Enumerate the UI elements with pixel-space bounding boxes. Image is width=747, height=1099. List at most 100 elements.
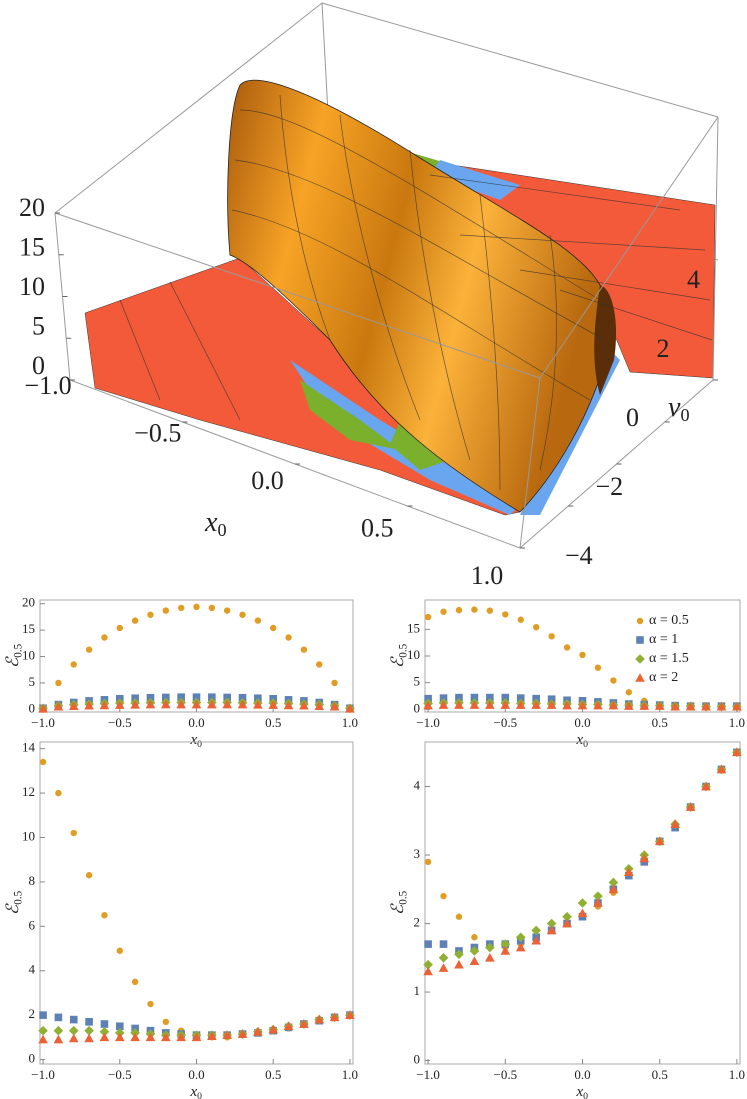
data-point	[716, 701, 727, 711]
data-point	[716, 764, 727, 774]
y-axis-label-main: ℰ	[388, 903, 407, 915]
data-point	[608, 877, 619, 888]
tick-label: −0.5	[134, 418, 181, 447]
data-point	[454, 959, 464, 969]
data-point	[147, 1000, 154, 1008]
legend-label: α = 2	[649, 670, 678, 685]
data-point	[593, 891, 603, 901]
data-point	[500, 939, 511, 949]
data-point	[70, 829, 77, 837]
data-point	[131, 978, 139, 986]
y-axis-label-sub: 0.5	[397, 890, 409, 904]
x-tick-label: 0.0	[574, 1067, 590, 1082]
data-point	[162, 693, 170, 702]
data-point	[471, 934, 478, 941]
data-point	[191, 699, 202, 709]
data-point	[85, 1018, 93, 1026]
data-point	[439, 940, 448, 948]
x-tick-label: −1.0	[31, 1067, 55, 1082]
x-tick-label: 0.5	[265, 715, 281, 730]
tick-label: 0	[626, 403, 639, 432]
data-point	[253, 1027, 263, 1036]
data-point	[610, 677, 617, 684]
legend-label: α = 1	[649, 632, 678, 647]
data-point	[237, 699, 248, 709]
axis-label-sub: 0	[680, 405, 689, 425]
x-axis-label-main: x	[190, 732, 198, 748]
surface-mesh	[119, 174, 713, 421]
x-axis-label-main: x	[576, 1084, 584, 1099]
tick-label: 5	[32, 311, 45, 340]
data-point	[469, 956, 480, 966]
y-axis-label-sub: 0.5	[397, 643, 409, 657]
box-edge	[539, 116, 719, 379]
data-point	[532, 624, 540, 631]
legend-marker	[636, 617, 644, 625]
data-point	[207, 699, 217, 709]
y-tick-label: 3	[414, 846, 421, 861]
x-tick-label: 1.0	[342, 1067, 358, 1082]
data-point	[515, 700, 526, 709]
y-tick-label: 14	[22, 740, 36, 755]
data-point	[285, 634, 292, 641]
data-point	[283, 1021, 294, 1031]
box-edge	[54, 2, 323, 214]
data-point	[701, 781, 711, 791]
axis-label-main: x	[204, 507, 218, 538]
data-point	[70, 661, 77, 668]
x-tick-label: −1.0	[416, 1067, 440, 1082]
y-axis-label-main: ℰ	[3, 903, 22, 915]
y-tick-label: 20	[22, 595, 35, 610]
data-point	[624, 867, 634, 876]
data-point	[624, 701, 634, 710]
data-point	[345, 1010, 355, 1019]
data-point	[531, 925, 541, 936]
data-point	[68, 1033, 79, 1043]
data-point	[208, 693, 216, 702]
data-point	[130, 700, 140, 709]
data-point	[192, 693, 201, 702]
x-tick-label: −0.5	[493, 715, 517, 730]
data-point	[114, 700, 125, 709]
surface-ridge-side	[594, 285, 617, 395]
tick-label: 4	[687, 265, 700, 294]
data-point	[424, 858, 432, 866]
data-point	[116, 947, 123, 954]
data-point	[314, 701, 325, 710]
tick-label: 10	[19, 272, 45, 301]
data-point	[424, 613, 432, 621]
data-point	[55, 679, 62, 687]
data-point	[562, 918, 572, 928]
data-point	[455, 913, 463, 920]
data-point	[38, 1025, 48, 1036]
data-point	[270, 624, 277, 632]
y-tick-label: 1	[414, 983, 421, 998]
data-point	[455, 693, 463, 702]
data-point	[268, 700, 279, 709]
surface-mesh	[234, 159, 606, 341]
x-tick-label: −0.5	[108, 715, 132, 730]
y-tick-label: 15	[22, 621, 35, 636]
data-point	[54, 1013, 63, 1022]
x-tick-label: 0.0	[574, 715, 590, 730]
data-point	[455, 606, 463, 614]
data-point	[670, 701, 680, 711]
data-point	[100, 1020, 109, 1028]
data-point	[253, 700, 263, 709]
surface-ridge	[227, 79, 613, 513]
y-axis-label: ℰ0.5	[3, 643, 24, 668]
plot-frame	[39, 741, 354, 1065]
data-point	[223, 607, 231, 614]
data-point	[84, 700, 94, 710]
data-point	[238, 693, 247, 702]
data-point	[147, 611, 154, 618]
data-point	[222, 699, 232, 709]
data-point	[579, 651, 586, 659]
data-point	[176, 699, 186, 709]
data-point	[502, 611, 509, 618]
data-point	[563, 644, 571, 651]
data-point	[594, 664, 602, 671]
data-point	[161, 1032, 171, 1042]
data-point	[283, 700, 294, 710]
x-axis-label: x0	[190, 732, 203, 750]
